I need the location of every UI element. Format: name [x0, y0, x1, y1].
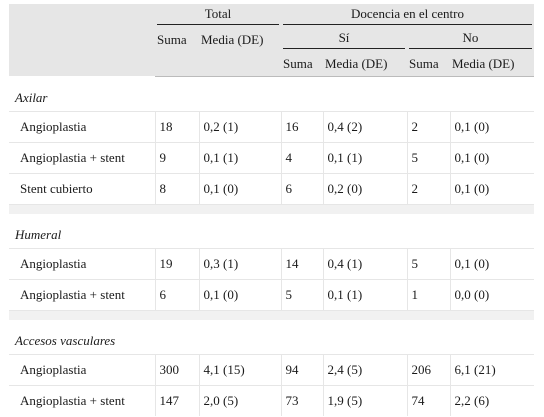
cell-si-suma: 73	[280, 384, 323, 416]
cell-total-media: 0,3 (1)	[198, 247, 281, 279]
cell-total-suma: 300	[154, 353, 199, 385]
table-row: Angioplastia 18 0,2 (1) 16 0,4 (2) 2 0,1…	[9, 110, 534, 142]
header-total: Total	[155, 4, 281, 26]
cell-si-media: 0,2 (0)	[322, 172, 407, 204]
cell-total-media: 0,1 (0)	[198, 278, 281, 310]
row-label: Angioplastia + stent	[9, 141, 155, 173]
header-no: No	[407, 26, 534, 53]
section-spacer	[9, 309, 534, 320]
cell-total-media: 4,1 (15)	[198, 353, 281, 385]
section-title-accesos-vasculares: Accesos vasculares	[9, 319, 534, 354]
header-total-suma-spacer	[155, 53, 199, 77]
cell-no-suma: 2	[406, 172, 450, 204]
table-row: Angioplastia + stent 9 0,1 (1) 4 0,1 (1)…	[9, 141, 534, 173]
cell-si-suma: 16	[280, 110, 323, 142]
cell-total-suma: 18	[154, 110, 199, 142]
row-label: Angioplastia + stent	[9, 384, 155, 416]
table-row: Stent cubierto 8 0,1 (0) 6 0,2 (0) 2 0,1…	[9, 172, 534, 204]
header-si-media: Media (DE)	[323, 53, 407, 77]
table-row: Angioplastia + stent 147 2,0 (5) 73 1,9 …	[9, 384, 534, 416]
table-row: Angioplastia 300 4,1 (15) 94 2,4 (5) 206…	[9, 353, 534, 385]
cell-no-suma: 74	[406, 384, 450, 416]
header-si: Sí	[281, 26, 407, 53]
cell-total-suma: 147	[154, 384, 199, 416]
data-table: Total Docencia en el centro Suma Media (…	[9, 4, 534, 416]
cell-si-suma: 4	[280, 141, 323, 173]
cell-total-suma: 19	[154, 247, 199, 279]
cell-si-suma: 94	[280, 353, 323, 385]
cell-total-suma: 8	[154, 172, 199, 204]
cell-si-media: 0,1 (1)	[322, 141, 407, 173]
cell-no-media: 0,1 (0)	[449, 141, 534, 173]
header-total-suma: Suma	[155, 26, 199, 53]
cell-total-suma: 9	[154, 141, 199, 173]
row-label: Angioplastia	[9, 110, 155, 142]
table-row: Angioplastia 19 0,3 (1) 14 0,4 (1) 5 0,1…	[9, 247, 534, 279]
cell-no-suma: 1	[406, 278, 450, 310]
cell-si-media: 0,4 (2)	[322, 110, 407, 142]
cell-no-media: 2,2 (6)	[449, 384, 534, 416]
cell-si-suma: 6	[280, 172, 323, 204]
cell-si-suma: 5	[280, 278, 323, 310]
cell-total-media: 2,0 (5)	[198, 384, 281, 416]
cell-si-media: 0,1 (1)	[322, 278, 407, 310]
cell-si-media: 1,9 (5)	[322, 384, 407, 416]
cell-si-suma: 14	[280, 247, 323, 279]
cell-total-suma: 6	[154, 278, 199, 310]
cell-no-suma: 5	[406, 247, 450, 279]
cell-no-media: 0,1 (0)	[449, 247, 534, 279]
header-si-suma: Suma	[281, 53, 323, 77]
table-header: Total Docencia en el centro Suma Media (…	[9, 4, 534, 77]
cell-total-media: 0,1 (0)	[198, 172, 281, 204]
header-docencia: Docencia en el centro	[281, 4, 534, 26]
row-label: Stent cubierto	[9, 172, 155, 204]
cell-no-suma: 2	[406, 110, 450, 142]
section-spacer	[9, 203, 534, 214]
cell-total-media: 0,2 (1)	[198, 110, 281, 142]
cell-total-media: 0,1 (1)	[198, 141, 281, 173]
table-row: Angioplastia + stent 6 0,1 (0) 5 0,1 (1)…	[9, 278, 534, 310]
cell-si-media: 2,4 (5)	[322, 353, 407, 385]
cell-no-media: 6,1 (21)	[449, 353, 534, 385]
header-total-media-spacer	[199, 53, 281, 77]
section-title-humeral: Humeral	[9, 213, 534, 248]
row-label: Angioplastia	[9, 247, 155, 279]
section-title-axilar: Axilar	[9, 76, 534, 111]
table-body: Axilar Angioplastia 18 0,2 (1) 16 0,4 (2…	[9, 76, 534, 416]
header-corner	[9, 4, 155, 76]
header-no-media: Media (DE)	[450, 53, 534, 77]
header-total-media: Media (DE)	[199, 26, 281, 53]
header-no-suma: Suma	[407, 53, 450, 77]
cell-no-media: 0,1 (0)	[449, 110, 534, 142]
cell-no-media: 0,0 (0)	[449, 278, 534, 310]
row-label: Angioplastia	[9, 353, 155, 385]
cell-si-media: 0,4 (1)	[322, 247, 407, 279]
cell-no-media: 0,1 (0)	[449, 172, 534, 204]
cell-no-suma: 206	[406, 353, 450, 385]
row-label: Angioplastia + stent	[9, 278, 155, 310]
cell-no-suma: 5	[406, 141, 450, 173]
